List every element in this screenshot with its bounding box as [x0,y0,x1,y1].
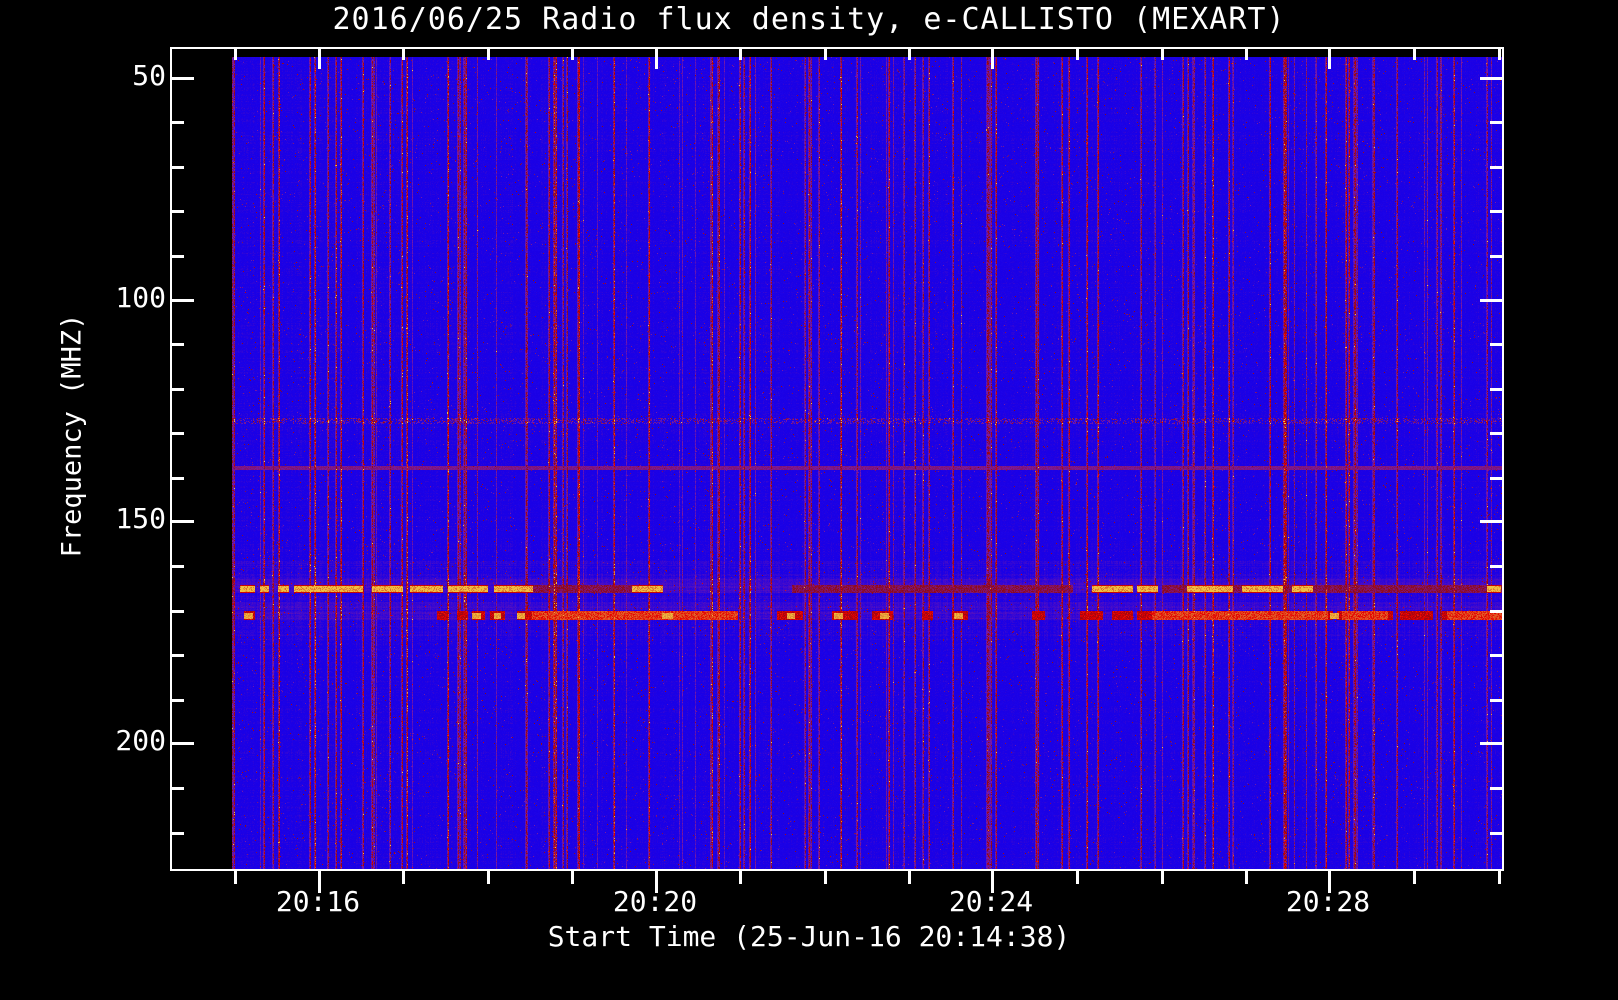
x-tick-label: 20:20 [612,885,698,918]
x-tick-minor [1497,871,1501,884]
y-tick-minor [170,343,184,347]
y-tick-label: 150 [115,502,166,535]
y-tick-minor-right [1490,387,1504,391]
y-tick-minor [170,654,184,658]
y-tick-label: 50 [132,59,166,92]
y-tick-minor [170,831,184,835]
y-tick-minor [170,609,184,613]
y-tick-label: 200 [115,724,166,757]
x-tick-minor-top [823,47,827,60]
y-tick-minor-right [1490,654,1504,658]
x-tick-minor-top [1497,47,1501,60]
y-tick-minor [170,254,184,258]
x-tick-major-top [655,47,658,69]
y-tick-minor-right [1490,432,1504,436]
y-tick-minor [170,787,184,791]
x-tick-label: 20:28 [1285,885,1371,918]
y-tick-minor-right [1490,165,1504,169]
page-title: 2016/06/25 Radio flux density, e-CALLIST… [332,2,1286,37]
x-axis-title: Start Time (25-Jun-16 20:14:38) [547,920,1071,953]
x-tick-label: 20:16 [275,885,361,918]
y-tick-major [170,742,194,745]
x-tick-minor-top [233,47,237,60]
x-tick-minor-top [1076,47,1080,60]
y-tick-minor [170,432,184,436]
x-tick-major [991,871,994,893]
x-tick-minor [907,871,911,884]
x-tick-minor [402,871,406,884]
y-tick-minor [170,387,184,391]
y-tick-minor [170,698,184,702]
x-tick-minor-top [1413,47,1417,60]
y-tick-minor [170,565,184,569]
y-tick-minor [170,121,184,125]
y-tick-minor-right [1490,787,1504,791]
y-tick-major-right [1480,742,1504,745]
y-tick-minor [170,210,184,214]
y-tick-major-right [1480,520,1504,523]
x-tick-minor [823,871,827,884]
x-tick-major-top [991,47,994,69]
y-axis-title: Frequency (MHZ) [56,313,88,558]
x-tick-minor [486,871,490,884]
x-tick-minor-top [402,47,406,60]
x-tick-major [655,871,658,893]
x-tick-minor [1413,871,1417,884]
x-tick-minor [233,871,237,884]
x-tick-minor-top [486,47,490,60]
y-tick-minor-right [1490,831,1504,835]
y-tick-minor-right [1490,210,1504,214]
spectrogram-plot-area[interactable] [232,57,1504,871]
x-tick-minor-top [1160,47,1164,60]
x-tick-minor-top [570,47,574,60]
y-tick-label: 100 [115,281,166,314]
x-tick-major-top [318,47,321,69]
axes-frame [170,47,1504,871]
x-tick-minor-top [1244,47,1248,60]
y-tick-minor-right [1490,121,1504,125]
x-tick-minor [739,871,743,884]
y-tick-minor-right [1490,698,1504,702]
x-tick-label: 20:24 [948,885,1034,918]
y-tick-minor-right [1490,609,1504,613]
y-tick-minor-right [1490,565,1504,569]
x-tick-major [1328,871,1331,893]
y-tick-minor [170,165,184,169]
y-tick-major-right [1480,299,1504,302]
y-tick-minor-right [1490,343,1504,347]
y-tick-minor-right [1490,254,1504,258]
y-tick-major [170,520,194,523]
x-tick-minor [1160,871,1164,884]
x-tick-major-top [1328,47,1331,69]
spectrogram-raster[interactable] [232,57,1504,871]
x-tick-minor-top [739,47,743,60]
x-tick-minor [570,871,574,884]
x-tick-minor [1076,871,1080,884]
y-tick-minor-right [1490,476,1504,480]
x-tick-major [318,871,321,893]
y-tick-major [170,299,194,302]
y-tick-major [170,77,194,80]
y-tick-minor [170,476,184,480]
x-tick-minor-top [907,47,911,60]
y-tick-major-right [1480,77,1504,80]
x-tick-minor [1244,871,1248,884]
